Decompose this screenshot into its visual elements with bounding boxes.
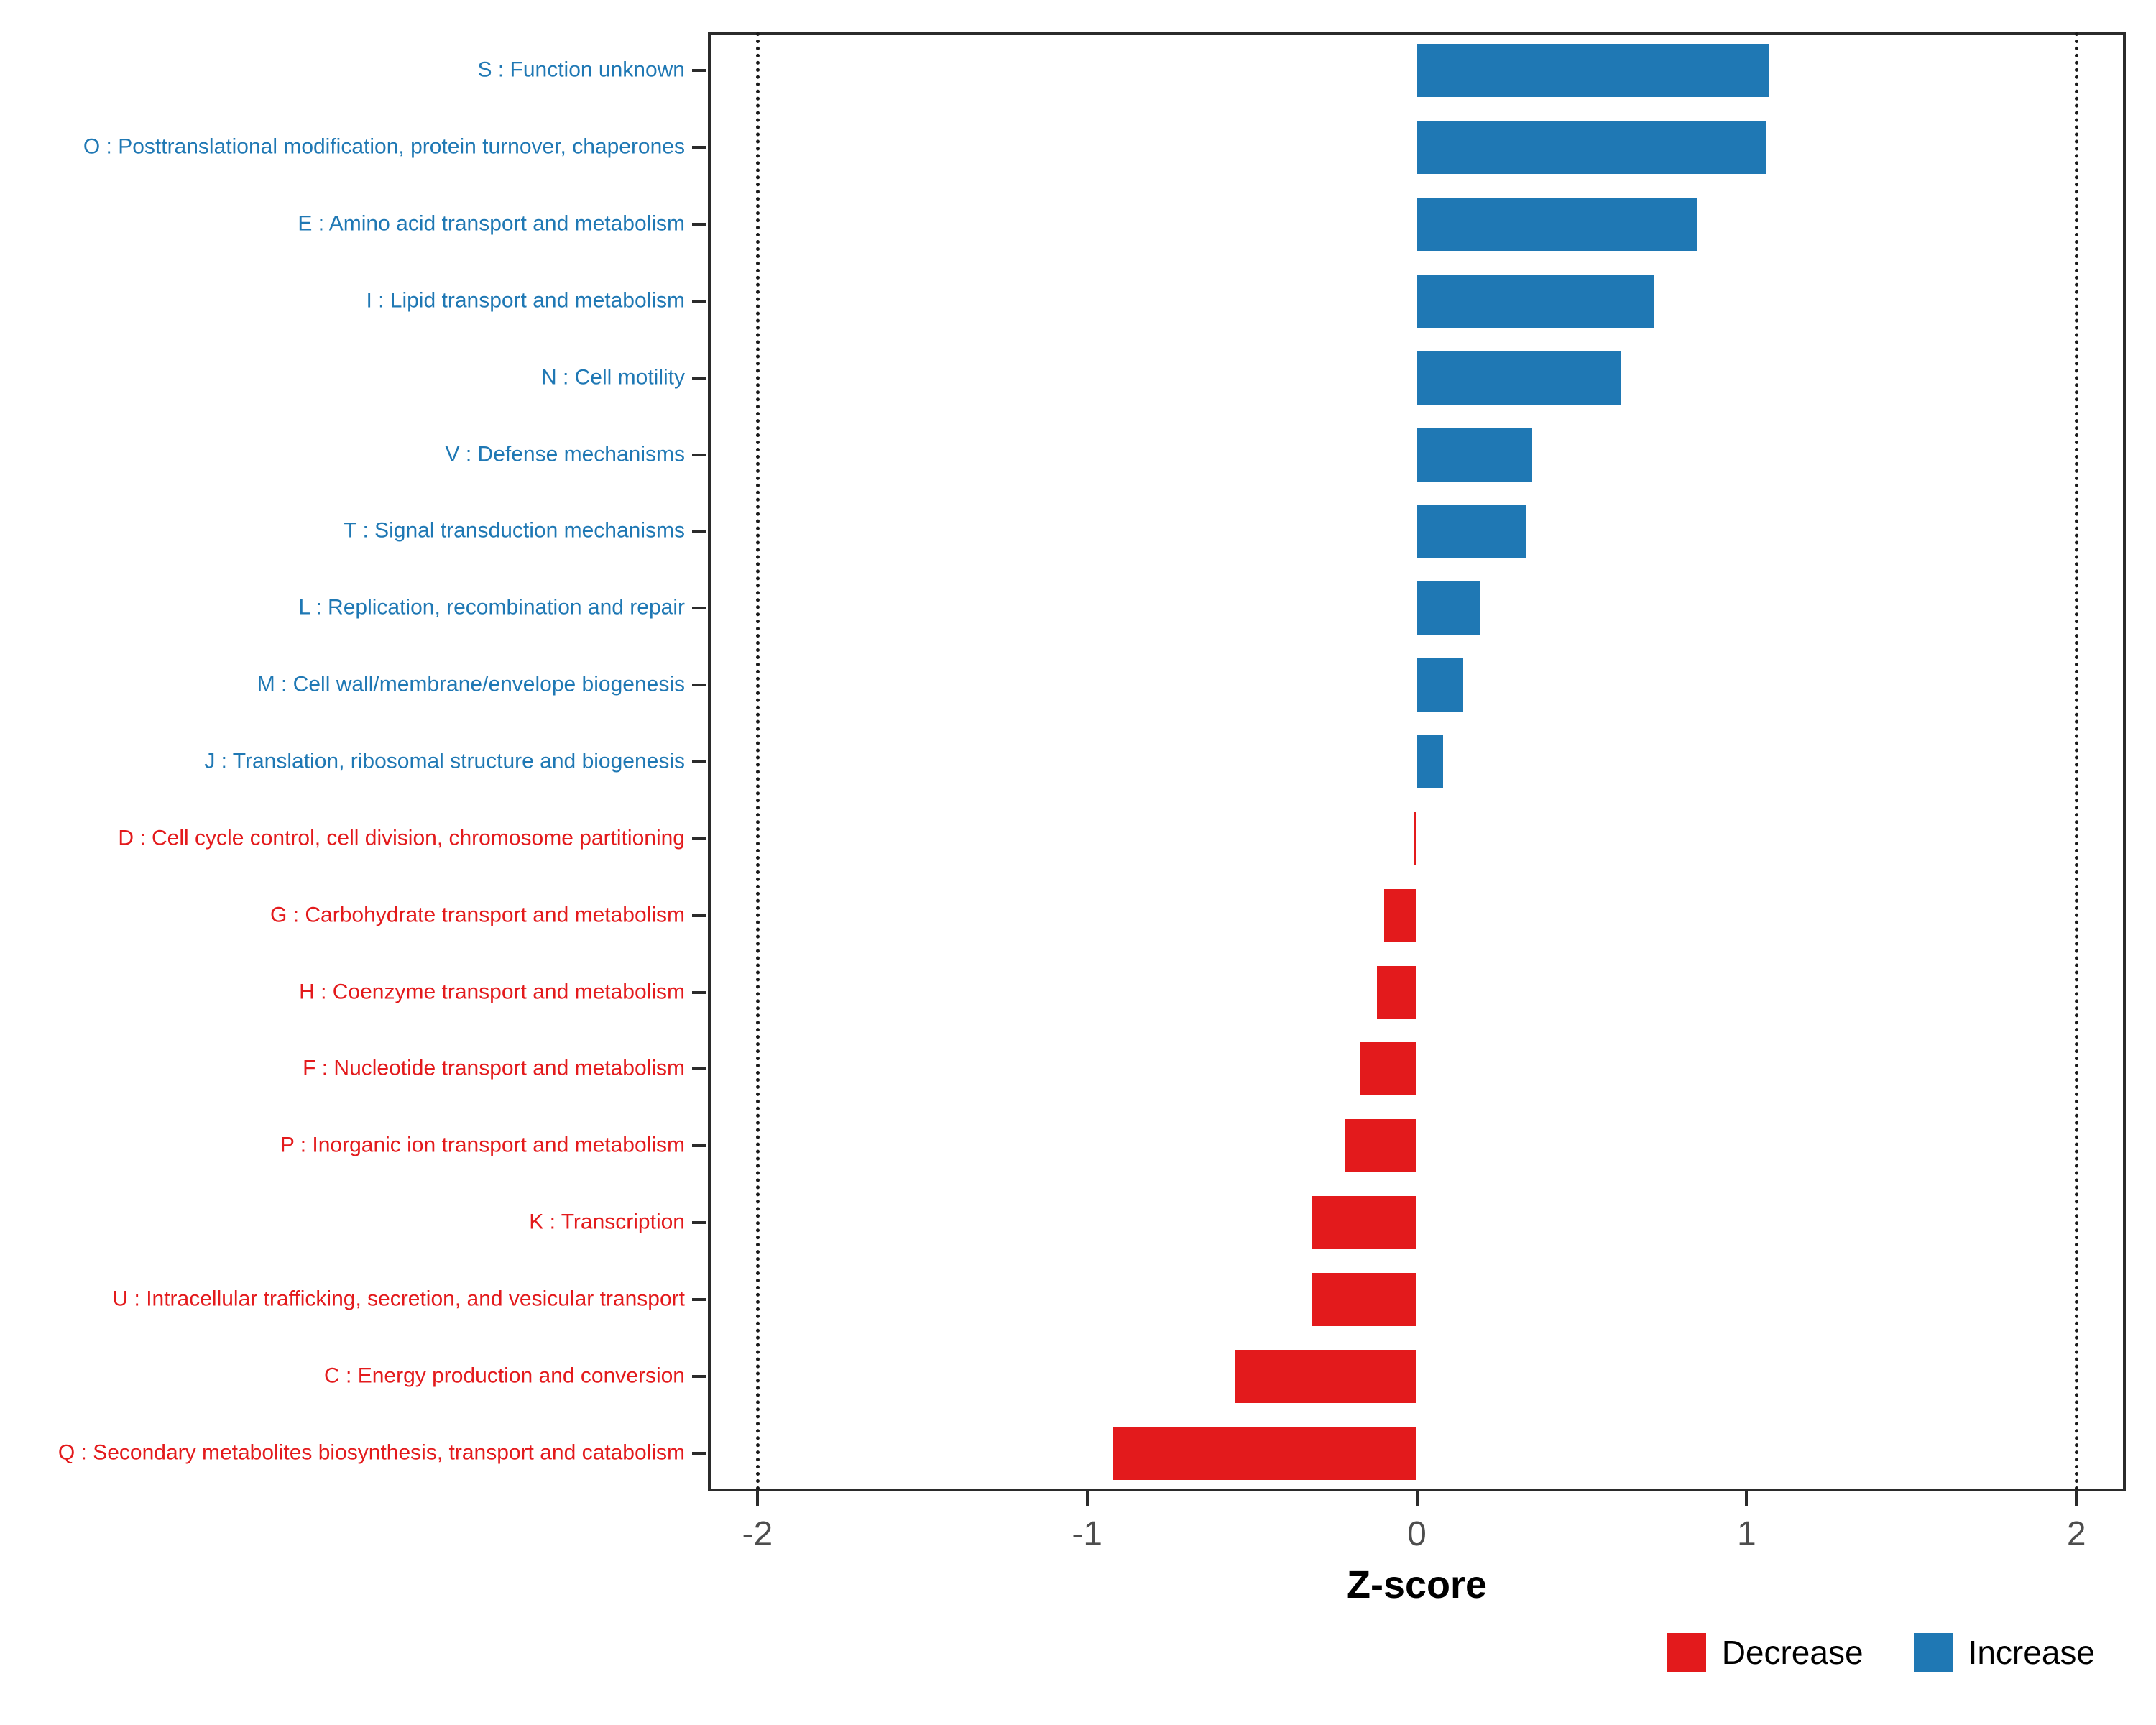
bar — [1416, 581, 1480, 635]
category-label: C : Energy production and conversion — [324, 1363, 685, 1388]
x-tick-label: -2 — [742, 1515, 773, 1553]
bar — [1344, 1119, 1417, 1173]
bar — [1416, 505, 1526, 558]
y-axis-tick — [692, 760, 706, 763]
category-label: U : Intracellular trafficking, secretion… — [112, 1287, 685, 1311]
bar — [1383, 888, 1417, 942]
category-label: G : Carbohydrate transport and metabolis… — [270, 903, 685, 927]
bar — [1416, 121, 1766, 175]
category-label: E : Amino acid transport and metabolism — [298, 211, 685, 236]
category-label: N : Cell motility — [540, 365, 685, 390]
legend-swatch — [1667, 1633, 1706, 1672]
bar — [1413, 811, 1417, 865]
category-label: P : Inorganic ion transport and metaboli… — [280, 1133, 685, 1157]
bar — [1360, 1042, 1417, 1096]
y-axis-tick — [692, 1144, 706, 1148]
y-axis-tick — [692, 453, 706, 456]
category-label: M : Cell wall/membrane/envelope biogenes… — [257, 672, 685, 696]
legend-swatch — [1913, 1633, 1953, 1672]
x-tick-label: -1 — [1072, 1515, 1102, 1553]
y-axis-tick — [692, 223, 706, 226]
bar — [1416, 658, 1463, 712]
x-axis-tick — [2075, 1491, 2078, 1506]
y-axis-tick — [692, 1221, 706, 1225]
y-axis-tick — [692, 1451, 706, 1455]
legend-item: Increase — [1913, 1633, 2095, 1672]
category-label: I : Lipid transport and metabolism — [366, 288, 685, 313]
bar — [1416, 274, 1654, 328]
category-label: D : Cell cycle control, cell division, c… — [118, 826, 685, 850]
x-tick-label: 0 — [1407, 1515, 1427, 1553]
y-axis-tick — [692, 914, 706, 917]
x-axis-title: Z-score — [1346, 1563, 1488, 1606]
category-label: J : Translation, ribosomal structure and… — [204, 749, 685, 773]
category-label: K : Transcription — [529, 1210, 685, 1234]
category-label: H : Coenzyme transport and metabolism — [299, 979, 685, 1003]
y-axis-tick — [692, 1067, 706, 1071]
bar — [1311, 1196, 1417, 1250]
y-axis-tick — [692, 69, 706, 73]
bar — [1416, 198, 1697, 252]
legend: Decrease Increase — [1667, 1633, 2095, 1672]
reference-line — [2075, 32, 2079, 1491]
bar — [1113, 1426, 1417, 1480]
x-axis-tick — [1415, 1491, 1419, 1506]
bar — [1416, 44, 1770, 98]
category-label: O : Posttranslational modification, prot… — [83, 134, 685, 159]
legend-label: Increase — [1968, 1634, 2095, 1671]
category-label: L : Replication, recombination and repai… — [298, 595, 685, 620]
x-axis-tick — [1745, 1491, 1749, 1506]
bar — [1416, 735, 1444, 788]
y-axis-tick — [692, 146, 706, 150]
y-axis-tick — [692, 376, 706, 380]
x-tick-label: 1 — [1736, 1515, 1756, 1553]
y-axis-tick — [692, 607, 706, 610]
bar — [1416, 351, 1621, 405]
category-label: T : Signal transduction mechanisms — [344, 518, 685, 543]
y-axis-tick — [692, 837, 706, 840]
y-axis-tick — [692, 530, 706, 533]
reference-line — [755, 32, 760, 1491]
x-axis-tick — [1085, 1491, 1089, 1506]
y-axis-tick — [692, 990, 706, 994]
legend-item: Decrease — [1667, 1633, 1864, 1672]
x-tick-label: 2 — [2066, 1515, 2086, 1553]
y-axis-tick — [692, 1374, 706, 1378]
category-label: Q : Secondary metabolites biosynthesis, … — [57, 1440, 685, 1464]
bar — [1377, 965, 1417, 1019]
legend-label: Decrease — [1721, 1634, 1864, 1671]
category-label: S : Function unknown — [477, 58, 685, 82]
x-axis-tick — [755, 1491, 759, 1506]
bar — [1235, 1349, 1417, 1403]
bar — [1311, 1272, 1417, 1326]
y-axis-tick — [692, 684, 706, 687]
category-label: V : Defense mechanisms — [445, 442, 685, 466]
category-label: F : Nucleotide transport and metabolism — [303, 1056, 685, 1080]
y-axis-tick — [692, 1297, 706, 1301]
y-axis-tick — [692, 299, 706, 303]
bar — [1416, 428, 1533, 482]
